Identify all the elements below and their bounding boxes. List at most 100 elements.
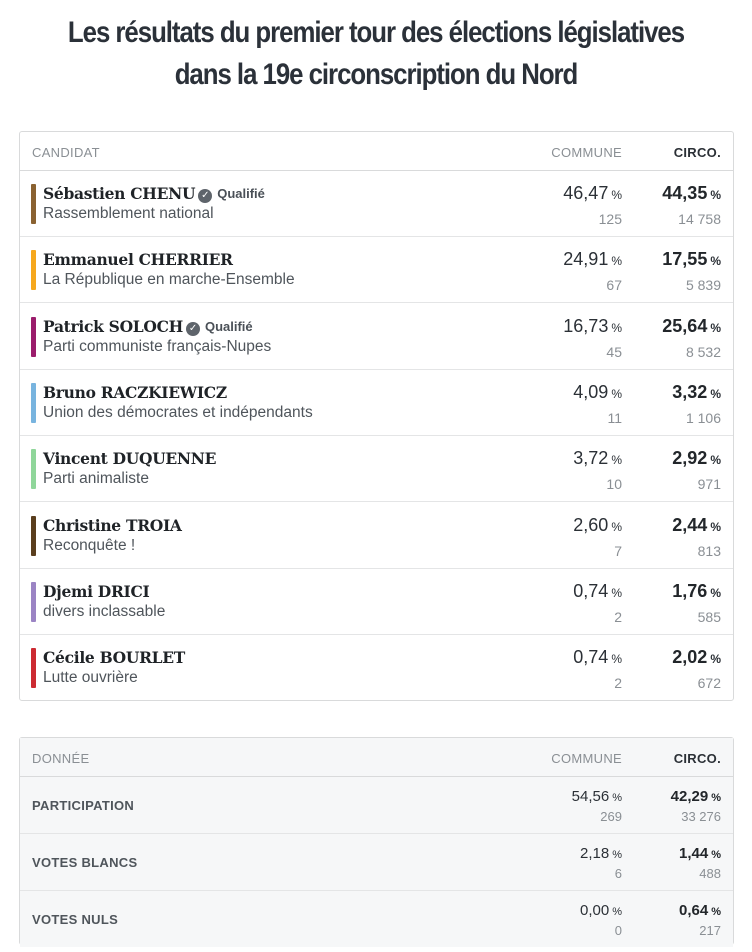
candidate-row: Bruno RACZKIEWICZ Union des démocrates et… xyxy=(20,370,733,436)
circo-percent: 25,64% xyxy=(662,316,721,337)
candidate-name-line: Sébastien CHENU ✓ Qualifié xyxy=(43,184,265,203)
circo-percent: 2,92% xyxy=(672,448,721,469)
commune-percent-value: 2,18 xyxy=(580,845,610,862)
header-circo: CIRCO. xyxy=(673,751,721,766)
party-color-bar xyxy=(31,648,36,689)
candidate-row: Sébastien CHENU ✓ Qualifié Rassemblement na… xyxy=(20,171,733,237)
commune-votes: 2 xyxy=(614,675,622,692)
verified-check-icon: ✓ xyxy=(185,321,200,336)
circo-votes: 672 xyxy=(697,675,721,692)
candidate-name-line: Bruno RACZKIEWICZ xyxy=(43,383,227,402)
commune-percent: 46,47% xyxy=(563,183,622,204)
candidate-name-line: Cécile BOURLET xyxy=(43,648,185,667)
data-label: PARTICIPATION xyxy=(32,798,135,813)
commune-percent-value: 3,72 xyxy=(573,448,609,469)
data-label: VOTES NULS xyxy=(32,912,119,927)
commune-votes: 2 xyxy=(614,608,622,625)
party-name: Reconquête ! xyxy=(43,536,136,554)
percent-unit: % xyxy=(711,849,721,861)
candidate-row: Djemi DRICI divers inclassable 0,74% 1,76% 2… xyxy=(20,569,733,635)
commune-percent: 2,60% xyxy=(573,515,622,536)
commune-percent-value: 4,09 xyxy=(573,381,609,402)
turnout-table: DONNÉE COMMUNE CIRCO. PARTICIPATION 54,56… xyxy=(19,737,734,947)
circo-count: 33 276 xyxy=(681,809,721,824)
candidate-name-line: Emmanuel CHERRIER xyxy=(43,250,233,269)
candidate-name: Bruno RACZKIEWICZ xyxy=(43,382,227,402)
candidate-row: Christine TROIA Reconquête ! 2,60% 2,44% 7 81… xyxy=(20,503,733,569)
circo-percent: 2,02% xyxy=(672,647,721,668)
circo-votes: 8 532 xyxy=(685,343,721,360)
data-label: VOTES BLANCS xyxy=(32,855,138,870)
party-name: Rassemblement national xyxy=(43,205,214,222)
commune-percent: 24,91% xyxy=(563,249,622,270)
circo-percent-value: 2,02 xyxy=(672,647,708,668)
circo-percent: 17,55% xyxy=(662,249,721,270)
percent-unit: % xyxy=(710,320,721,335)
commune-percent: 0,74% xyxy=(573,647,622,668)
percent-unit: % xyxy=(612,849,622,861)
commune-votes: 7 xyxy=(614,542,622,559)
candidate-name: Cécile BOURLET xyxy=(43,648,186,668)
percent-unit: % xyxy=(710,386,721,401)
circo-percent-value: 42,29 xyxy=(670,788,709,805)
circo-votes: 585 xyxy=(697,608,721,625)
candidate-row: Emmanuel CHERRIER La République en marche… xyxy=(20,237,733,304)
commune-votes: 45 xyxy=(606,343,622,360)
candidate-row: Patrick SOLOCH ✓ Qualifié Parti communiste … xyxy=(20,304,733,370)
party-color-bar xyxy=(31,184,36,224)
candidate-name: Vincent DUQUENNE xyxy=(43,449,217,469)
commune-percent-value: 0,74 xyxy=(573,580,609,601)
party-name: Union des démocrates et indépendants xyxy=(43,403,313,421)
data-header: DONNÉE COMMUNE CIRCO. xyxy=(20,738,733,777)
circo-percent-value: 2,44 xyxy=(672,514,708,535)
party-color-bar xyxy=(31,250,36,291)
circo-votes: 971 xyxy=(697,476,721,493)
party-color-bar xyxy=(31,382,36,423)
commune-votes: 11 xyxy=(607,409,622,426)
percent-unit: % xyxy=(611,386,622,401)
circo-votes: 14 758 xyxy=(678,211,721,227)
commune-votes: 67 xyxy=(606,277,622,294)
commune-percent: 16,73% xyxy=(563,316,622,337)
circo-percent-value: 1,76 xyxy=(672,580,708,601)
header-label: DONNÉE xyxy=(32,751,90,766)
results-table: CANDIDAT COMMUNE CIRCO. Sébastien CHENU ✓… xyxy=(19,131,734,701)
percent-unit: % xyxy=(611,453,622,468)
header-candidate: CANDIDAT xyxy=(32,145,100,160)
commune-percent: 0,74% xyxy=(573,581,622,602)
circo-count: 217 xyxy=(699,923,721,938)
candidate-name-line: Patrick SOLOCH ✓ Qualifié xyxy=(43,317,253,336)
percent-unit: % xyxy=(611,585,622,600)
percent-unit: % xyxy=(710,254,721,269)
percent-unit: % xyxy=(611,652,622,667)
party-color-bar xyxy=(31,449,36,490)
party-name: divers inclassable xyxy=(43,602,166,620)
percent-unit: % xyxy=(611,254,622,269)
party-color-bar xyxy=(31,515,36,556)
party-name: Parti animaliste xyxy=(43,470,149,488)
commune-percent: 2,18% xyxy=(580,845,622,862)
data-row: PARTICIPATION 54,56% 42,29% 269 33 276 xyxy=(20,777,733,834)
candidate-name: Patrick SOLOCH xyxy=(43,316,183,336)
commune-percent-value: 0,00 xyxy=(580,902,610,919)
circo-count: 488 xyxy=(699,866,721,881)
commune-count: 0 xyxy=(614,923,622,938)
header-circo: CIRCO. xyxy=(673,145,721,160)
circo-percent-value: 0,64 xyxy=(679,902,709,919)
candidate-row: Vincent DUQUENNE Parti animaliste 3,72% 2,9… xyxy=(20,436,733,503)
qualified-label: Qualifié xyxy=(204,318,253,334)
commune-percent: 0,00% xyxy=(580,902,622,919)
circo-percent-value: 25,64 xyxy=(662,315,708,336)
candidate-name-line: Vincent DUQUENNE xyxy=(43,449,216,468)
candidate-name-line: Christine TROIA xyxy=(43,516,182,535)
percent-unit: % xyxy=(710,652,721,667)
candidate-name: Christine TROIA xyxy=(43,515,182,535)
commune-percent: 4,09% xyxy=(573,382,622,403)
candidate-name-line: Djemi DRICI xyxy=(43,582,150,601)
header-commune: COMMUNE xyxy=(551,145,622,160)
verified-check-icon: ✓ xyxy=(198,189,213,203)
circo-votes: 5 839 xyxy=(685,277,721,294)
circo-votes: 1 106 xyxy=(685,409,721,426)
percent-unit: % xyxy=(612,906,622,918)
circo-percent: 1,76% xyxy=(672,581,721,602)
